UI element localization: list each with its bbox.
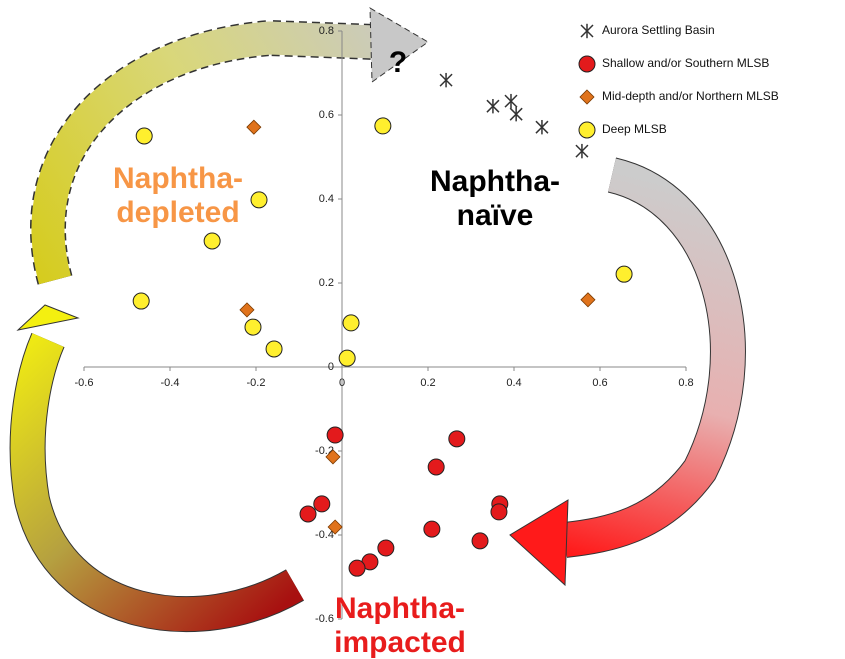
- legend-marker: [580, 90, 594, 104]
- x-tick-label: -0.6: [75, 377, 94, 389]
- legend-marker: [581, 24, 593, 38]
- legend-marker: [579, 122, 595, 138]
- point: [378, 540, 394, 556]
- y-tick-label: -0.4: [315, 529, 334, 541]
- chart: -0.6-0.4-0.200.20.40.60.8-0.6-0.4-0.200.…: [0, 0, 845, 659]
- point: [576, 144, 588, 158]
- annotation: ?: [389, 46, 407, 79]
- legend-label: Mid-depth and/or Northern MLSB: [602, 89, 779, 103]
- point: [327, 427, 343, 443]
- x-tick-label: 0.4: [506, 377, 521, 389]
- point: [136, 128, 152, 144]
- point: [536, 120, 548, 134]
- point: [245, 319, 261, 335]
- point: [472, 533, 488, 549]
- annotation: depleted: [116, 196, 239, 229]
- point: [266, 341, 282, 357]
- y-tick-label: 0.8: [319, 25, 334, 37]
- legend-label: Aurora Settling Basin: [602, 23, 715, 37]
- point: [240, 303, 254, 317]
- y-tick-label: 0.2: [319, 277, 334, 289]
- point: [581, 293, 595, 307]
- point: [510, 107, 522, 121]
- point: [251, 192, 267, 208]
- point: [300, 506, 316, 522]
- point: [339, 350, 355, 366]
- x-tick-label: 0.2: [420, 377, 435, 389]
- x-tick-label: 0: [339, 377, 345, 389]
- point: [247, 120, 261, 134]
- annotation: impacted: [334, 626, 466, 659]
- point: [343, 315, 359, 331]
- annotation: Naphtha-: [113, 162, 243, 195]
- point: [375, 118, 391, 134]
- y-tick-label: 0.4: [319, 193, 334, 205]
- legend-marker: [579, 56, 595, 72]
- y-tick-label: -0.6: [315, 613, 334, 625]
- point: [449, 431, 465, 447]
- point: [204, 233, 220, 249]
- point: [487, 99, 499, 113]
- x-tick-label: 0.8: [678, 377, 693, 389]
- legend-label: Deep MLSB: [602, 122, 667, 136]
- point: [440, 73, 452, 87]
- x-tick-label: -0.4: [161, 377, 180, 389]
- point: [349, 560, 365, 576]
- point: [505, 94, 517, 108]
- annotation: Naphtha-: [430, 165, 560, 198]
- point: [133, 293, 149, 309]
- legend-label: Shallow and/or Southern MLSB: [602, 56, 769, 70]
- x-tick-label: -0.2: [247, 377, 266, 389]
- y-tick-label: 0: [328, 361, 334, 373]
- point: [424, 521, 440, 537]
- x-tick-label: 0.6: [592, 377, 607, 389]
- point: [428, 459, 444, 475]
- annotation: Naphtha-: [335, 592, 465, 625]
- point: [491, 504, 507, 520]
- point: [314, 496, 330, 512]
- y-tick-label: 0.6: [319, 109, 334, 121]
- point: [616, 266, 632, 282]
- annotation: naïve: [457, 199, 534, 232]
